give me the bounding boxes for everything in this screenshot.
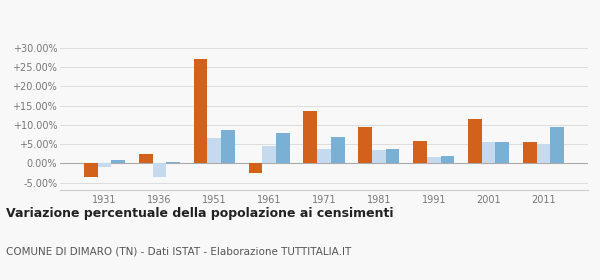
Bar: [304, 111, 317, 164]
Bar: [112, 160, 125, 164]
Bar: [536, 144, 550, 164]
Bar: [276, 133, 290, 164]
Bar: [152, 164, 166, 177]
Bar: [317, 149, 331, 164]
Bar: [262, 146, 276, 164]
Bar: [496, 142, 509, 164]
Bar: [440, 156, 454, 164]
Bar: [221, 130, 235, 164]
Bar: [194, 60, 208, 164]
Text: COMUNE DI DIMARO (TN) - Dati ISTAT - Elaborazione TUTTITALIA.IT: COMUNE DI DIMARO (TN) - Dati ISTAT - Ela…: [6, 246, 351, 256]
Bar: [372, 150, 386, 164]
Bar: [468, 119, 482, 164]
Bar: [413, 141, 427, 164]
Bar: [208, 138, 221, 164]
Bar: [139, 154, 152, 164]
Bar: [523, 141, 536, 164]
Bar: [550, 127, 564, 164]
Text: Variazione percentuale della popolazione ai censimenti: Variazione percentuale della popolazione…: [6, 207, 394, 220]
Bar: [84, 164, 98, 177]
Bar: [427, 157, 440, 164]
Bar: [166, 162, 180, 164]
Bar: [98, 164, 112, 167]
Bar: [482, 141, 496, 164]
Bar: [386, 149, 400, 164]
Bar: [358, 127, 372, 164]
Bar: [248, 164, 262, 173]
Bar: [331, 137, 344, 164]
